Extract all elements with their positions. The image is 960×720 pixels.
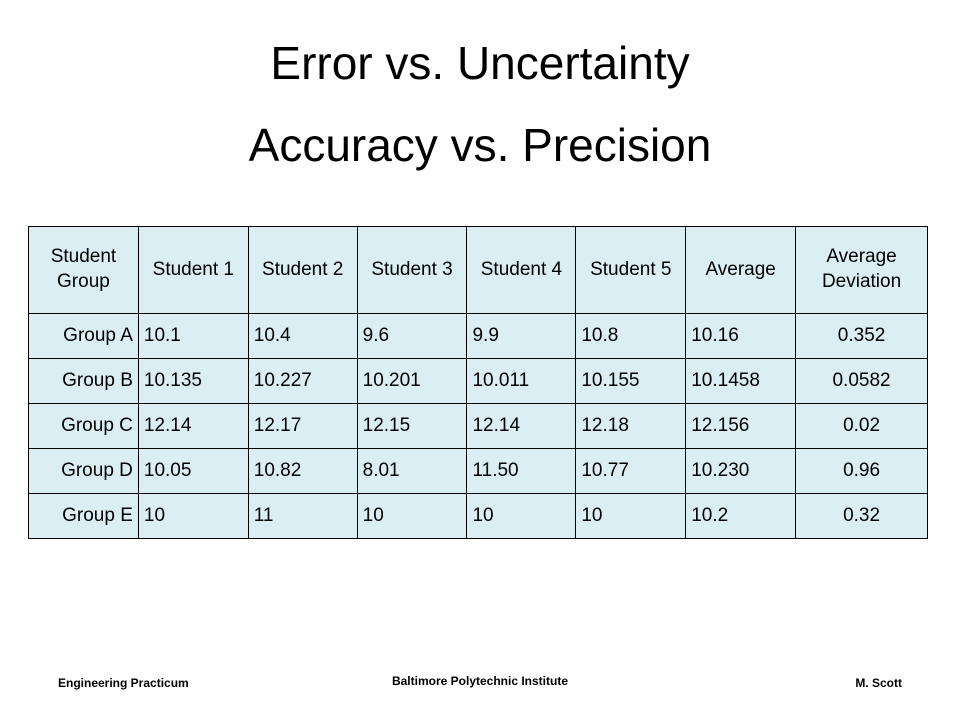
column-header: Student 2 [247, 226, 358, 314]
table-cell: 10 [137, 493, 249, 539]
table-cell: 12.18 [575, 403, 687, 449]
table-cell: 10.1 [137, 313, 249, 359]
table-row: Group A 10.1 10.4 9.6 9.9 10.8 10.16 0.352 [28, 313, 928, 359]
column-header: Student 1 [137, 226, 249, 314]
table-cell: 12.156 [685, 403, 797, 449]
table-row: Group E 10 11 10 10 10 10.2 0.32 [28, 493, 928, 539]
table-cell: 11.50 [466, 448, 577, 494]
column-header: Student 5 [575, 226, 687, 314]
table-cell: 10.16 [685, 313, 797, 359]
table-cell: 10.77 [575, 448, 687, 494]
slide-subtitle: Accuracy vs. Precision [248, 119, 712, 171]
table-cell: 0.96 [795, 448, 928, 494]
table-cell: 0.02 [795, 403, 928, 449]
table-cell: 10.8 [575, 313, 687, 359]
table-cell: 0.352 [795, 313, 928, 359]
table-cell: 0.0582 [795, 358, 928, 404]
table-cell: 12.17 [247, 403, 358, 449]
table-cell: 10 [466, 493, 577, 539]
table-cell: 12.14 [137, 403, 249, 449]
table-cell: 9.9 [466, 313, 577, 359]
table-cell: 8.01 [356, 448, 468, 494]
row-label: Group A [28, 313, 139, 359]
footer-left: Engineering Practicum [58, 676, 189, 690]
table-cell: 10.201 [356, 358, 468, 404]
table-cell: 10.2 [685, 493, 797, 539]
row-label: Group B [28, 358, 139, 404]
table-row: Group D 10.05 10.82 8.01 11.50 10.77 10.230 0.9… [28, 448, 928, 494]
table-cell: 9.6 [356, 313, 468, 359]
table-cell: 11 [247, 493, 358, 539]
table-cell: 10.1458 [685, 358, 797, 404]
table-cell: 0.32 [795, 493, 928, 539]
column-header: Average Deviation [795, 226, 928, 314]
table-cell: 10 [356, 493, 468, 539]
column-header: Student 3 [356, 226, 468, 314]
table-cell: 10.230 [685, 448, 797, 494]
column-header: Average [685, 226, 797, 314]
table-row: Group C 12.14 12.17 12.15 12.14 12.18 12.156 0.… [28, 403, 928, 449]
table-cell: 10.227 [247, 358, 358, 404]
header-row: Student Group Student 1 Student 2 Student 3… [28, 226, 928, 314]
table-cell: 10.4 [247, 313, 358, 359]
column-header: Student 4 [466, 226, 577, 314]
table-row: Group B 10.135 10.227 10.201 10.011 10.155 10.… [28, 358, 928, 404]
column-header: Student Group [28, 226, 139, 314]
footer-right: M. Scott [855, 676, 902, 690]
table-cell: 10 [575, 493, 687, 539]
table-cell: 10.05 [137, 448, 249, 494]
row-label: Group C [28, 403, 139, 449]
data-table: Student Group Student 1 Student 2 Student 3… [28, 226, 928, 539]
slide-title: Error vs. Uncertainty [270, 37, 690, 89]
table-cell: 10.135 [137, 358, 249, 404]
row-label: Group E [28, 493, 139, 539]
footer-center: Baltimore Polytechnic Institute [391, 674, 569, 688]
table-cell: 12.15 [356, 403, 468, 449]
row-label: Group D [28, 448, 139, 494]
table-cell: 10.82 [247, 448, 358, 494]
table-cell: 12.14 [466, 403, 577, 449]
table-cell: 10.011 [466, 358, 577, 404]
table-cell: 10.155 [575, 358, 687, 404]
